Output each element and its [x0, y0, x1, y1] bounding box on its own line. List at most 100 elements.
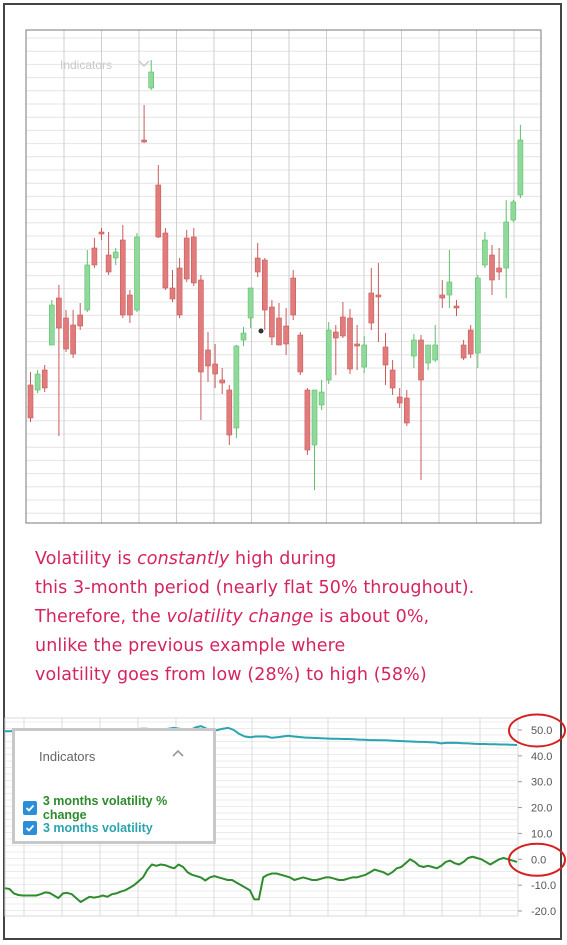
candle-body [183, 237, 190, 280]
chevron-up-icon[interactable] [172, 748, 184, 760]
candle-body [134, 236, 140, 311]
candle-body [261, 259, 268, 311]
candle-body [446, 281, 453, 296]
candle-body [403, 397, 410, 424]
legend-item-volatility-change[interactable]: 3 months volatility % change [23, 794, 213, 822]
indicators-title: Indicators [39, 749, 96, 764]
checkbox-checked-icon[interactable] [23, 801, 37, 815]
y-tick-label: 10.0 [531, 828, 552, 840]
candle-body [148, 71, 154, 89]
candle-body [254, 257, 261, 273]
candle-body [247, 287, 254, 319]
candle-body [347, 317, 353, 370]
candle-body [439, 294, 446, 299]
candle-body [127, 294, 133, 316]
candle-body [233, 345, 240, 429]
candle-body [290, 277, 297, 316]
candle-body [496, 267, 502, 273]
candle-body [489, 254, 495, 281]
candles [27, 60, 524, 490]
annotation-line-1: Volatility is constantly high during [35, 549, 337, 569]
highlight-circle [508, 713, 566, 748]
candle-body [141, 139, 147, 143]
candlestick-chart [25, 29, 542, 524]
candle-body [467, 329, 474, 355]
candle-body [453, 305, 460, 309]
y-tick-label: -10.0 [531, 880, 556, 892]
candle-body [205, 349, 211, 367]
candle-body [361, 344, 368, 368]
candle-body [240, 332, 247, 341]
candle-body [332, 331, 339, 339]
candle-body [354, 343, 360, 347]
candle-body [212, 363, 218, 375]
legend-label-volatility-change: 3 months volatility % change [42, 794, 168, 822]
candle-body [411, 339, 417, 357]
candle-body [198, 279, 204, 373]
annotation-line-2: this 3-month period (nearly flat 50% thr… [35, 578, 475, 598]
candle-body [56, 297, 62, 329]
cursor-dot [258, 328, 264, 334]
candle-body [63, 317, 69, 350]
candle-body [98, 231, 105, 235]
upper-grid [26, 30, 541, 523]
candle-body [41, 369, 48, 389]
candle-body [105, 254, 112, 273]
candle-body [368, 292, 375, 324]
candle-body [112, 251, 119, 259]
candle-body [340, 316, 346, 337]
candle-body [382, 346, 389, 366]
candle-body [27, 384, 34, 419]
candle-body [482, 239, 488, 266]
candle-body [34, 373, 41, 391]
candle-body [70, 324, 76, 355]
candle-body [510, 201, 517, 221]
candle-body [283, 325, 289, 345]
candle-body [418, 339, 424, 381]
candle-body [503, 221, 510, 269]
checkbox-checked-icon[interactable] [23, 821, 37, 835]
candle-body [77, 314, 83, 327]
faint-chevron-icon [138, 60, 150, 67]
candle-body [304, 389, 311, 451]
candle-body [269, 306, 275, 338]
lower-plot-border [4, 717, 519, 917]
candle-body [517, 139, 524, 196]
candle-body [318, 391, 325, 406]
candle-body [226, 389, 233, 436]
legend-label-volatility: 3 months volatility [43, 821, 153, 835]
candle-body [325, 329, 332, 381]
candle-body [375, 294, 382, 298]
candle-body [176, 267, 183, 316]
candle-body [162, 232, 169, 289]
candle-body [191, 236, 197, 284]
candle-body [311, 389, 318, 446]
legend-item-volatility[interactable]: 3 months volatility [23, 821, 153, 835]
annotation-text: Volatility is constantly high during thi… [35, 545, 555, 690]
upper-plot-border [25, 29, 542, 524]
candle-body [460, 344, 467, 359]
series-line [4, 855, 518, 903]
y-tick-label: 30.0 [531, 777, 552, 789]
candle-body [84, 264, 91, 311]
candle-body [396, 396, 403, 404]
indicators-panel[interactable]: Indicators 3 months volatility % change … [12, 728, 216, 844]
candle-body [91, 247, 98, 266]
tick-highlights [508, 713, 566, 877]
y-tick-label: 0.0 [531, 854, 546, 866]
candle-body [474, 277, 481, 354]
y-tick-label: -20.0 [531, 906, 556, 918]
candle-body [425, 344, 431, 364]
y-tick-labels: 50.0 40.0 30.0 20.0 10.0 0.0 -10.0 -20.0 [518, 725, 556, 918]
y-tick-label: 40.0 [531, 751, 552, 763]
annotation-line-3: Therefore, the volatility change is abou… [35, 607, 430, 627]
y-tick-label: 50.0 [531, 725, 552, 737]
candle-body [297, 334, 304, 373]
candle-body [432, 344, 439, 361]
highlight-circle [508, 842, 566, 877]
candle-body [219, 379, 225, 384]
candle-body [276, 317, 282, 346]
candle-body [48, 304, 55, 346]
annotation-line-4: unlike the previous example where [35, 636, 346, 656]
faint-indicators-label: Indicators [60, 58, 113, 72]
